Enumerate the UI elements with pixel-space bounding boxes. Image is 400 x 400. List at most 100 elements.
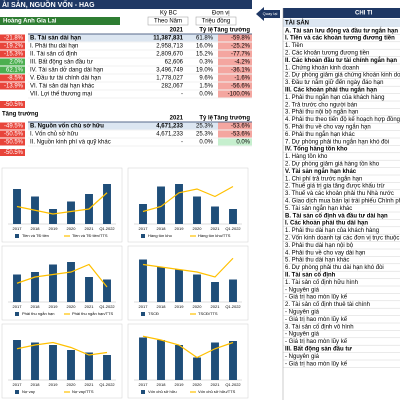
row-value: - <box>181 92 183 98</box>
legend-swatch <box>141 234 145 238</box>
x-tick-label: 2018 <box>157 382 167 387</box>
detail-item: B. Tài sản cố định và đầu tư dài hạn <box>285 212 388 219</box>
x-tick-label: 2019 <box>175 304 185 309</box>
legend-label: TSCĐ/TTS <box>198 311 218 316</box>
legend-label: TSCĐ <box>148 311 159 316</box>
x-tick-label: 2020 <box>67 304 77 309</box>
row-ratio: 16.0% <box>196 44 214 50</box>
detail-bar <box>283 8 400 18</box>
row-growth: -4.2% <box>234 60 250 66</box>
side-cell <box>0 50 25 58</box>
detail-item: - Nguyên giá <box>285 354 320 360</box>
row-growth: -25.2% <box>231 44 251 50</box>
back-label[interactable]: Quay lại <box>263 11 278 16</box>
detail-item: 1. Chứng khoán kinh doanh <box>285 65 359 71</box>
detail-item: 5. Phải thu về cho vay ngắn hạn <box>285 123 371 130</box>
row-ratio: 9.6% <box>199 76 213 82</box>
chart: 2017 2018 2019 2020 2021 Q1.2022 Phải thu ngắn… <box>1 245 123 321</box>
detail-title: CHI TI <box>355 11 373 17</box>
detail-item: - Giá trị hao mòn lũy kế <box>285 317 348 323</box>
detail-item: 3. Phải thu nội bộ ngắn hạn <box>285 109 358 116</box>
growth-cell <box>218 82 252 90</box>
line <box>142 257 234 278</box>
page-title: ÀI SẢN, NGUỒN VỐN - HAG <box>2 0 95 9</box>
detail-item: 1. Phải thu dài hạn của khách hàng <box>285 227 379 234</box>
x-tick-label: 2020 <box>193 226 203 231</box>
row-growth: -56.6% <box>231 84 251 90</box>
x-tick-label: 2018 <box>157 304 167 309</box>
row-value: 62,606 <box>165 60 184 66</box>
side-cell <box>0 74 25 82</box>
back-arrow[interactable] <box>256 7 280 21</box>
bar <box>31 272 39 302</box>
x-tick-label: 2018 <box>157 226 167 231</box>
detail-item: - Giá trị hao mòn lũy kế <box>285 295 348 301</box>
column-header: Tăng trưởng <box>214 116 251 122</box>
legend-label: Hàng tồn kho/TTS <box>198 233 231 238</box>
detail-item: 2. Thuế giá trị gia tăng được khấu trừ <box>285 184 385 190</box>
x-tick-label: 2020 <box>67 382 77 387</box>
growth-cell <box>218 138 252 146</box>
row-growth: -36.1% <box>231 68 251 74</box>
x-tick-label: 2017 <box>139 382 149 387</box>
x-tick-label: 2018 <box>31 304 41 309</box>
x-tick-label: 2019 <box>175 226 185 231</box>
detail-item: 6. Dự phòng phải thu dài hạn khó đòi <box>285 265 384 271</box>
bar <box>193 196 201 224</box>
detail-item: I. Các khoản phải thu dài hạn <box>285 221 368 227</box>
side-value: -50.5% <box>4 132 24 138</box>
column-header: 2021 <box>170 28 184 34</box>
side-header: Tăng trưởng <box>2 112 39 118</box>
back-button[interactable]: Quay lại <box>256 7 280 21</box>
growth-cell <box>218 122 252 130</box>
bar <box>67 350 75 380</box>
detail-item: 2. Tài sản cố định thuê tài chính <box>285 302 370 308</box>
detail-item: 3. Đầu tư nắm giữ đến ngày đáo hạn <box>285 79 383 86</box>
x-tick-label: 2017 <box>139 226 149 231</box>
company-cell <box>0 17 120 25</box>
side-cell <box>0 66 25 74</box>
detail-item: 2. Dự phòng giảm giá hàng tồn kho <box>285 161 380 167</box>
detail-item: V. Tài sản ngắn hạn khác <box>285 168 357 175</box>
detail-item: 5. Phải thu dài hạn khác <box>285 258 349 264</box>
x-tick-label: 2019 <box>49 382 59 387</box>
detail-item: A. Tài sản lưu động và đầu tư ngắn hạn <box>285 27 398 34</box>
section-title: TÀI SẢN <box>285 20 309 27</box>
growth-cell <box>218 90 252 98</box>
x-tick-label: 2017 <box>13 304 23 309</box>
bar <box>139 259 147 302</box>
row-growth: -59.8% <box>231 36 251 42</box>
row-value: 3,496,749 <box>156 68 183 74</box>
detail-item: 3. Thuế và các khoản phải thu Nhà nước <box>285 191 394 197</box>
row-name: I. Phải thu dài hạn <box>30 44 78 50</box>
x-tick-label: 2020 <box>193 382 203 387</box>
detail-item: IV. Tổng hàng tồn kho <box>285 146 348 153</box>
side-value: -8.5% <box>7 76 23 82</box>
detail-item: 2. Trả trước cho người bán <box>285 102 357 108</box>
side-value: 62.1% <box>6 68 24 74</box>
row-name: I. Vốn chủ sở hữu <box>30 131 78 138</box>
column-header: Tỷ lệ <box>199 116 213 122</box>
row-growth: -53.6% <box>231 132 251 138</box>
detail-item: - Nguyên giá <box>285 287 320 293</box>
x-tick-label: 2017 <box>139 304 149 309</box>
column-header: 2021 <box>170 116 184 122</box>
bar <box>13 274 21 302</box>
row-growth: -77.7% <box>231 52 251 58</box>
detail-item: 4. Giao dịch mua bán lại trái phiếu Chín… <box>285 197 400 204</box>
row-name: V. Đầu tư tài chính dài hạn <box>30 76 101 82</box>
x-tick-label: 2021 <box>85 382 95 387</box>
detail-item: 7. Dự phòng phải thu ngắn hạn khó đòi <box>285 138 389 145</box>
detail-item: - Nguyên giá <box>285 309 320 315</box>
row-value: 2,809,670 <box>156 52 183 58</box>
x-tick-label: 2021 <box>211 382 221 387</box>
bar <box>193 357 201 380</box>
legend-label: Hàng tồn kho <box>148 233 173 238</box>
row-value: 2,958,713 <box>156 44 183 50</box>
row-value: 1,778,027 <box>156 76 183 82</box>
growth-cell <box>218 74 252 82</box>
x-tick-label: 2018 <box>31 382 41 387</box>
bar <box>31 342 39 380</box>
bar <box>13 340 21 380</box>
legend-label: Tiền và TĐ tiền <box>22 233 49 238</box>
